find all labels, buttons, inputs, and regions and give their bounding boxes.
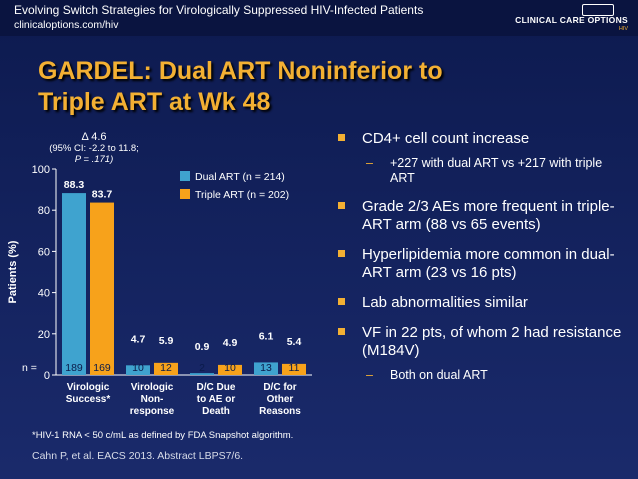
bar xyxy=(126,365,150,375)
legend-label: Dual ART (n = 214) xyxy=(195,171,285,183)
slide-title-line2: Triple ART at Wk 48 xyxy=(38,88,271,116)
bullet-square-icon xyxy=(338,134,345,141)
bar xyxy=(282,363,306,375)
bar-n-label: 11 xyxy=(289,362,300,374)
sub-bullet-text: +227 with dual ART vs +217 with triple A… xyxy=(390,156,603,185)
y-tick-label: 80 xyxy=(38,205,50,217)
sub-bullet-text: Both on dual ART xyxy=(390,368,488,382)
bar-value-label: 88.3 xyxy=(64,179,85,191)
sub-bullet-item: – Both on dual ART xyxy=(338,368,628,383)
category-label: Death xyxy=(202,406,230,417)
bar-n-label: 2 xyxy=(199,362,205,374)
bullet-square-icon xyxy=(338,298,345,305)
slide-title-line1: GARDEL: Dual ART Noninferior to xyxy=(38,57,443,85)
y-tick-label: 100 xyxy=(32,164,50,176)
bar xyxy=(190,373,214,375)
y-axis-title: Patients (%) xyxy=(7,240,19,303)
bar-value-label: 83.7 xyxy=(92,189,113,201)
logo-icon xyxy=(582,4,614,16)
category-label: D/C for xyxy=(263,382,296,393)
bar-value-label: 4.9 xyxy=(223,337,238,349)
bullet-square-icon xyxy=(338,250,345,257)
bar xyxy=(90,202,114,375)
bar-n-label: 10 xyxy=(224,362,236,374)
bullet-text: VF in 22 pts, of whom 2 had resistance (… xyxy=(362,324,622,359)
y-tick-label: 0 xyxy=(44,370,50,382)
dash-icon: – xyxy=(366,368,373,382)
category-label: Other xyxy=(267,394,294,405)
dash-icon: – xyxy=(366,156,373,170)
category-label: Non- xyxy=(141,394,164,405)
slide-title: GARDEL: Dual ART Noninferior to Triple A… xyxy=(38,56,518,118)
brand-logo-sub: HIV xyxy=(618,26,628,32)
category-label: Virologic xyxy=(131,382,174,393)
bar-value-label: 6.1 xyxy=(259,330,274,342)
bullet-square-icon xyxy=(338,328,345,335)
bullet-text: Lab abnormalities similar xyxy=(362,294,528,311)
bar-value-label: 0.9 xyxy=(195,341,210,353)
presentation-title: Evolving Switch Strategies for Virologic… xyxy=(14,3,424,17)
category-label: Success* xyxy=(66,394,111,405)
legend-label: Triple ART (n = 202) xyxy=(195,189,289,201)
bar xyxy=(218,364,242,375)
bar-value-label: 5.9 xyxy=(159,335,174,347)
legend-swatch xyxy=(180,189,190,199)
bar-n-label: 169 xyxy=(93,362,111,374)
bar-n-label: 189 xyxy=(65,362,83,374)
delta-annotation: Δ 4.6 xyxy=(81,131,106,143)
bullet-item: Lab abnormalities similar xyxy=(338,294,628,312)
category-label: Virologic xyxy=(67,382,110,393)
bullet-square-icon xyxy=(338,202,345,209)
bullet-item: VF in 22 pts, of whom 2 had resistance (… xyxy=(338,324,628,360)
delta-annotation: (95% CI: -2.2 to 11.8; xyxy=(49,143,139,154)
bar-n-label: 12 xyxy=(160,362,172,374)
bullet-text: Grade 2/3 AEs more frequent in triple-AR… xyxy=(362,198,615,233)
bullet-text: Hyperlipidemia more common in dual-ART a… xyxy=(362,246,615,281)
y-tick-label: 60 xyxy=(38,246,50,258)
legend-swatch xyxy=(180,171,190,181)
header-bar xyxy=(0,0,638,36)
delta-annotation: P = .171) xyxy=(75,154,113,165)
bullet-item: Hyperlipidemia more common in dual-ART a… xyxy=(338,246,628,282)
site-url[interactable]: clinicaloptions.com/hiv xyxy=(14,19,119,31)
citation: Cahn P, et al. EACS 2013. Abstract LBPS7… xyxy=(32,450,244,462)
bar-chart: 0 20 40 60 80 100 Patients (%) Δ 4.6(95% CI: -2… xyxy=(7,131,312,417)
bar-n-label: 10 xyxy=(132,362,144,374)
bar xyxy=(254,362,278,375)
category-label: to AE or xyxy=(197,394,236,405)
category-label: D/C Due xyxy=(197,382,236,393)
bullet-text: CD4+ cell count increase xyxy=(362,130,530,147)
bullet-item: Grade 2/3 AEs more frequent in triple-AR… xyxy=(338,198,628,234)
y-tick-label: 20 xyxy=(38,329,50,341)
bullet-list: CD4+ cell count increase – +227 with dual … xyxy=(338,130,628,395)
bar-value-label: 5.4 xyxy=(287,336,302,348)
sub-bullet-item: – +227 with dual ART vs +217 with triple … xyxy=(338,156,628,186)
bar-value-label: 4.7 xyxy=(131,333,146,345)
bullet-item: CD4+ cell count increase xyxy=(338,130,628,148)
footnote: *HIV-1 RNA < 50 c/mL as defined by FDA S… xyxy=(32,430,294,441)
bar xyxy=(62,193,86,375)
category-label: response xyxy=(130,406,175,417)
brand-logo: CLINICAL CARE OPTIONS xyxy=(515,15,628,25)
y-tick-label: 40 xyxy=(38,288,50,300)
category-label: Reasons xyxy=(259,406,301,417)
bar-n-label: 13 xyxy=(260,362,272,374)
bar xyxy=(154,362,178,375)
n-label: n = xyxy=(22,362,37,374)
